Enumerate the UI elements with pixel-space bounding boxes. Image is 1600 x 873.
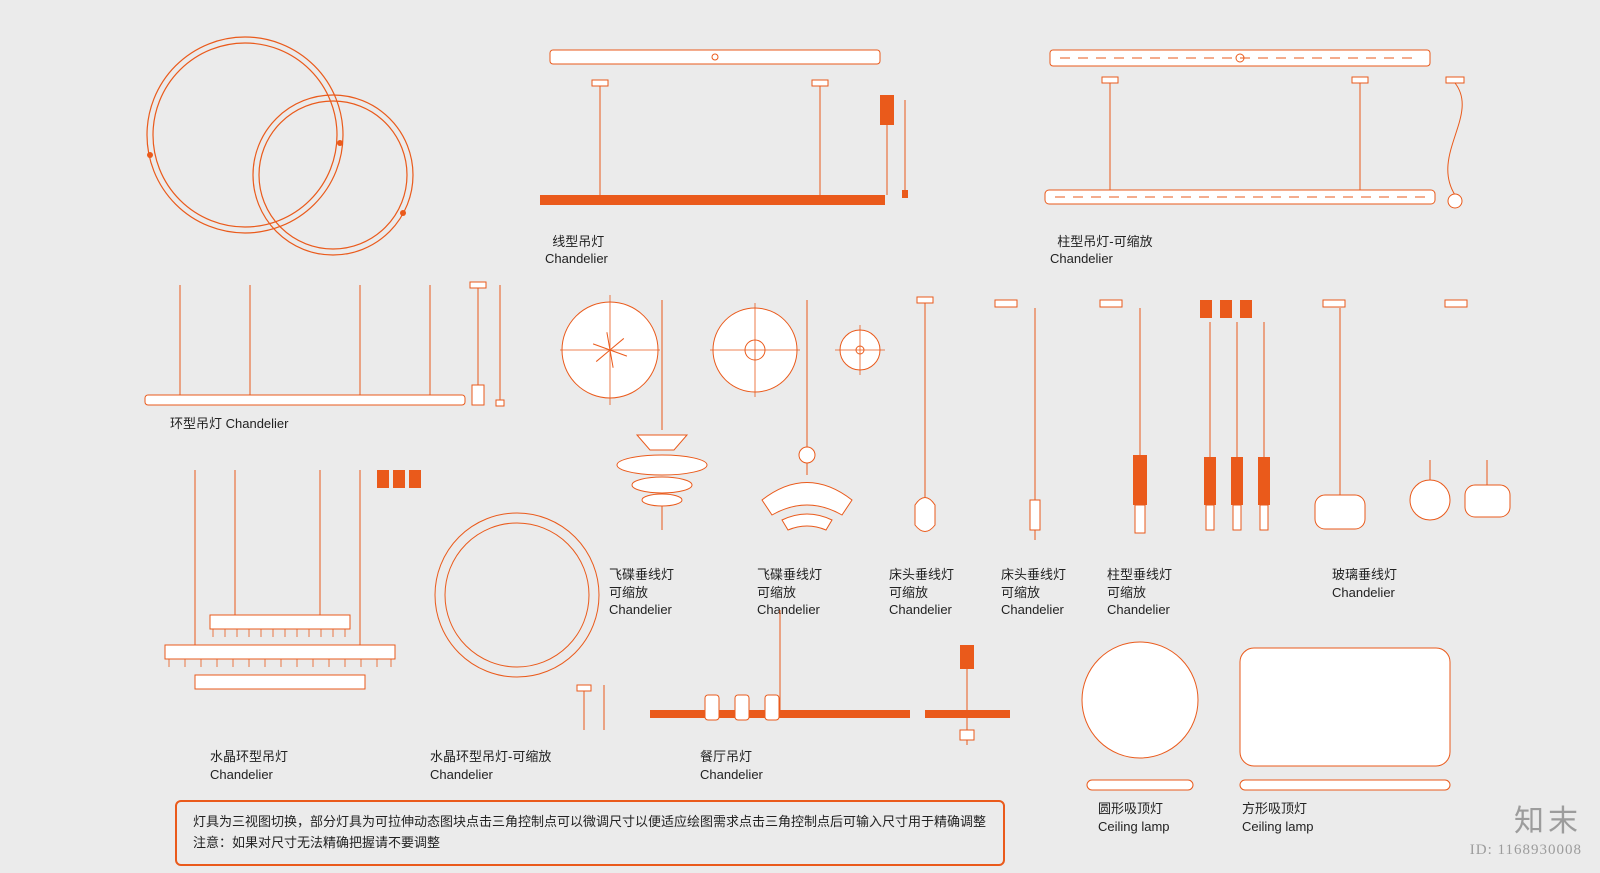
dining-label: 餐厅吊灯Chandelier xyxy=(700,748,763,783)
colpend-label: 柱型垂线灯 可缩放Chandelier xyxy=(1107,566,1172,619)
watermark-brand: 知末 xyxy=(1470,796,1582,840)
ring-pendant-icon xyxy=(140,285,520,435)
note-text: 灯具为三视图切换，部分灯具为可拉伸动态图块点击三角控制点可以微调尺寸以便适应绘图… xyxy=(193,814,986,850)
ceil-rect-icon xyxy=(1235,640,1475,800)
linear-pendant-icon xyxy=(520,45,910,235)
column-label: 柱型吊灯-可缩放Chandelier xyxy=(1050,215,1153,268)
crystal-icon xyxy=(155,470,415,750)
crystal2-icon xyxy=(432,485,632,745)
colpend-icon xyxy=(1100,300,1180,560)
ceil-rect-label: 方形吸顶灯Ceiling lamp xyxy=(1242,800,1314,835)
watermark: 知末 ID: 1168930008 xyxy=(1470,796,1582,859)
diagram-canvas: 线型吊灯Chandelier 柱型吊灯-可缩放Chandelier 环型吊灯 C… xyxy=(0,0,1600,873)
linear-label: 线型吊灯Chandelier xyxy=(545,215,608,268)
ring-pair-icon xyxy=(135,35,435,265)
ring-label: 环型吊灯 Chandelier xyxy=(170,415,289,433)
bed1-icon xyxy=(885,300,965,560)
ceil-round-label: 圆形吸顶灯Ceiling lamp xyxy=(1098,800,1170,835)
note-box: 灯具为三视图切换，部分灯具为可拉伸动态图块点击三角控制点可以微调尺寸以便适应绘图… xyxy=(175,800,1005,866)
glass-label: 玻璃垂线灯Chandelier xyxy=(1332,566,1397,601)
glass-icon xyxy=(1300,300,1520,560)
watermark-id: ID: 1168930008 xyxy=(1470,842,1582,859)
bed2-icon xyxy=(995,300,1075,560)
colpend-triple-icon xyxy=(1195,312,1285,562)
crystal-label: 水晶环型吊灯Chandelier xyxy=(210,748,288,783)
column-pendant-icon xyxy=(1030,45,1490,235)
ufo2-icon xyxy=(742,300,872,560)
ceil-round-icon xyxy=(1075,640,1225,800)
crystal2-label: 水晶环型吊灯-可缩放Chandelier xyxy=(430,748,551,783)
